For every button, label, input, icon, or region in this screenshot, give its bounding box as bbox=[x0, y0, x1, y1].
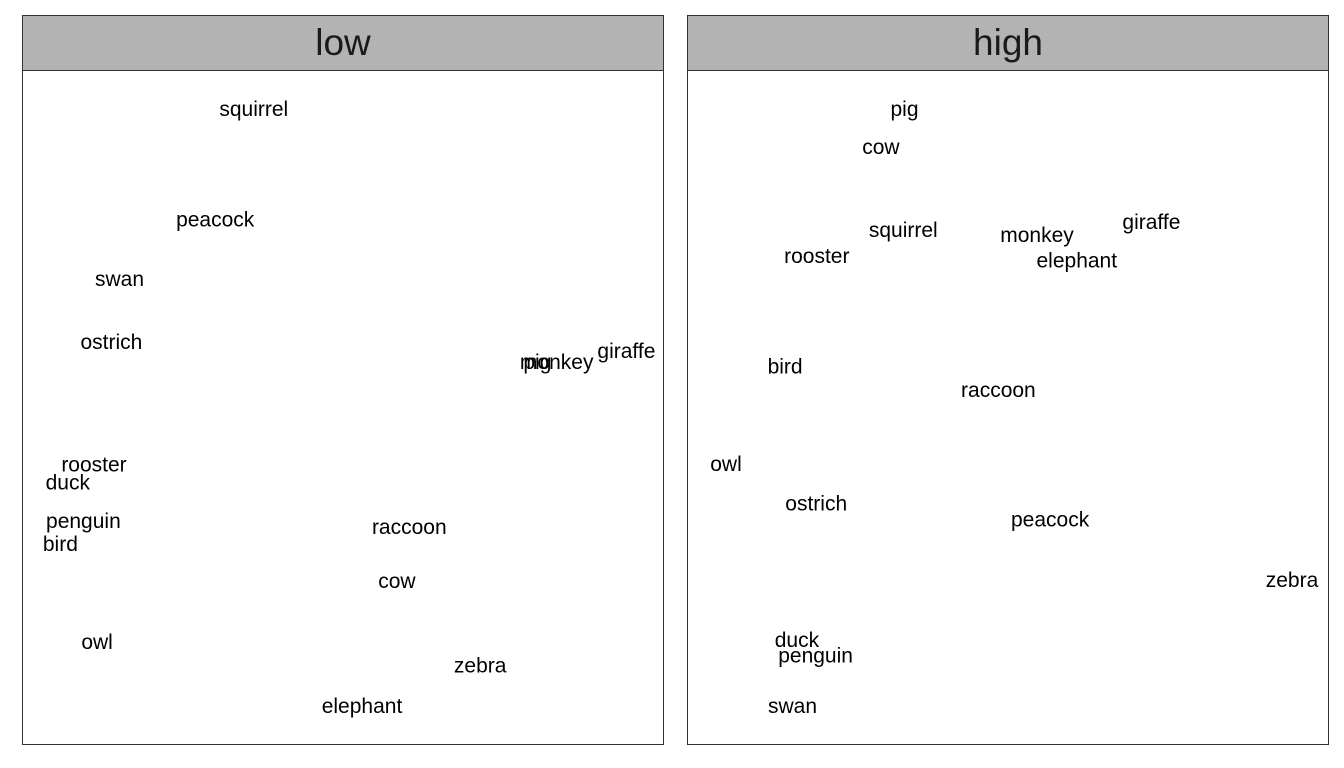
point-label-pig: pig bbox=[890, 98, 918, 121]
point-label-zebra: zebra bbox=[1266, 569, 1319, 592]
point-label-raccoon: raccoon bbox=[372, 516, 447, 539]
point-label-monkey: monkey bbox=[1000, 224, 1074, 247]
point-label-elephant: elephant bbox=[1037, 250, 1118, 273]
point-label-bird: bird bbox=[43, 533, 78, 556]
point-label-penguin: penguin bbox=[778, 645, 853, 668]
point-label-pig: pig bbox=[523, 351, 551, 374]
point-label-monkey: monkey bbox=[520, 351, 594, 374]
point-label-elephant: elephant bbox=[322, 695, 403, 718]
point-label-duck: duck bbox=[46, 471, 91, 494]
point-label-swan: swan bbox=[768, 695, 817, 718]
point-label-peacock: peacock bbox=[1011, 509, 1090, 532]
plot-area-high: pig cow squirrel monkey giraffe rooster elepha… bbox=[687, 71, 1329, 745]
point-label-cow: cow bbox=[378, 570, 416, 593]
point-label-ostrich: ostrich bbox=[80, 331, 142, 354]
point-label-squirrel: squirrel bbox=[219, 98, 288, 121]
panel-low: low squirrel peacock swan ostrich pig monkey g… bbox=[22, 15, 664, 745]
panel-high: high pig cow squirrel monkey giraffe rooster e… bbox=[687, 15, 1329, 745]
point-label-zebra: zebra bbox=[454, 655, 507, 678]
point-label-giraffe: giraffe bbox=[1122, 211, 1180, 234]
point-label-raccoon: raccoon bbox=[961, 379, 1036, 402]
point-label-duck: duck bbox=[775, 629, 820, 652]
point-label-penguin: penguin bbox=[46, 510, 121, 533]
point-label-peacock: peacock bbox=[176, 209, 255, 232]
point-label-swan: swan bbox=[95, 268, 144, 291]
point-label-owl: owl bbox=[710, 453, 742, 476]
point-label-ostrich: ostrich bbox=[785, 492, 847, 515]
point-label-rooster: rooster bbox=[61, 454, 126, 477]
point-label-owl: owl bbox=[81, 631, 113, 654]
point-label-bird: bird bbox=[768, 356, 803, 379]
point-label-giraffe: giraffe bbox=[597, 340, 655, 363]
plot-area-low: squirrel peacock swan ostrich pig monkey giraf… bbox=[22, 71, 664, 745]
facet-strip-high: high bbox=[687, 15, 1329, 71]
point-label-squirrel: squirrel bbox=[869, 219, 938, 242]
labels-layer-high: pig cow squirrel monkey giraffe rooster elepha… bbox=[710, 98, 1319, 718]
facet-strip-low: low bbox=[22, 15, 664, 71]
point-label-cow: cow bbox=[862, 136, 900, 159]
point-label-rooster: rooster bbox=[784, 245, 849, 268]
